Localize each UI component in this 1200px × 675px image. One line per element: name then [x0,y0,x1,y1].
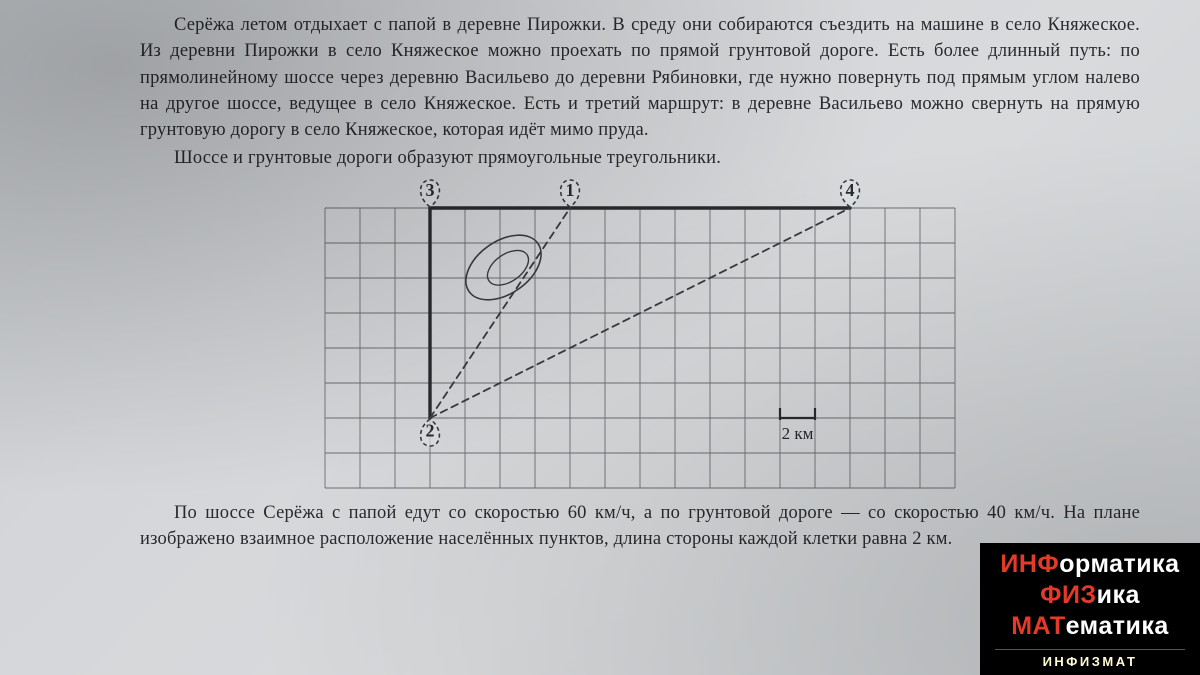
route-diagram: 3 1 4 2 2 км [319,178,961,496]
diagram-container: 3 1 4 2 2 км [140,178,1140,496]
svg-text:2 км: 2 км [782,424,814,443]
paragraph-2-text: Шоссе и грунтовые дороги образуют прямоу… [174,148,721,168]
paragraph-3-text: По шоссе Серёжа с папой едут со скорость… [140,503,1140,549]
logo-row-informatics: ИНФорматика [1000,550,1179,579]
logo-row-math: МАТематика [1011,612,1169,641]
paragraph-1-text: Серёжа летом отдыхает с папой в деревне … [140,15,1140,140]
svg-text:2: 2 [426,420,435,440]
paragraph-1: Серёжа летом отдыхает с папой в деревне … [140,12,1140,143]
logo-row-physics: ФИЗика [1040,581,1140,610]
channel-logo: ИНФорматика ФИЗика МАТематика ИНФИЗМАТ [980,543,1200,675]
textbook-page: Серёжа летом отдыхает с папой в деревне … [0,0,1200,675]
logo-subtitle: ИНФИЗМАТ [995,649,1184,669]
paragraph-2: Шоссе и грунтовые дороги образуют прямоу… [140,145,1140,171]
svg-text:1: 1 [566,180,575,200]
svg-text:4: 4 [846,180,855,200]
svg-text:3: 3 [426,180,435,200]
